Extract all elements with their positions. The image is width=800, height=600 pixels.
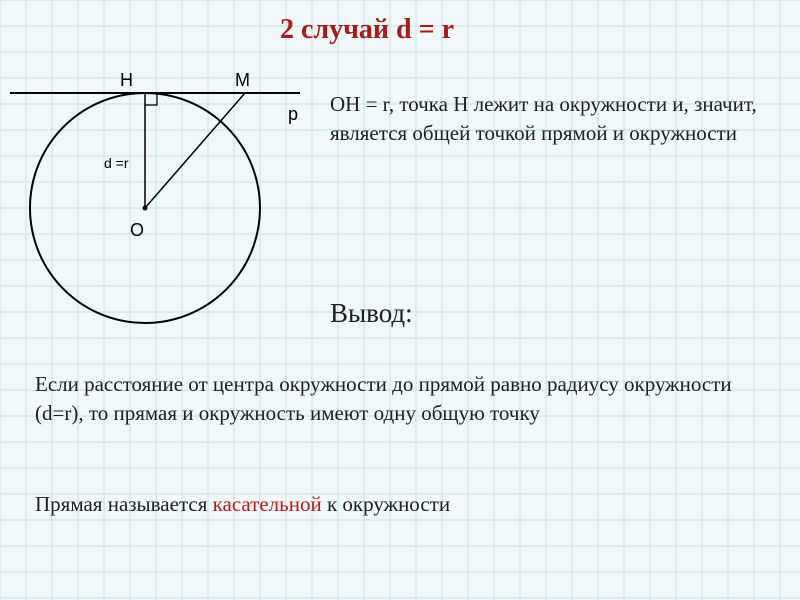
- para3-suffix: к окружности: [322, 492, 450, 516]
- para3-prefix: Прямая называется: [35, 492, 213, 516]
- slide-title: 2 случай d = r: [280, 14, 454, 46]
- paragraph-3: Прямая называется касательной к окружнос…: [35, 490, 755, 519]
- paragraph-1: OH = r, точка H лежит на окружности и, з…: [330, 90, 770, 149]
- slide-content: 2 случай d = r H Mp Od =r OH = r, точка H …: [0, 0, 800, 600]
- svg-text:p: p: [288, 104, 298, 124]
- svg-text:d =r: d =r: [104, 155, 129, 171]
- svg-text:O: O: [130, 220, 144, 240]
- paragraph-2: Если расстояние от центра окружности до …: [35, 370, 755, 429]
- para3-highlight: касательной: [213, 492, 322, 516]
- svg-text:M: M: [235, 70, 250, 90]
- conclusion-label: Вывод:: [330, 298, 413, 329]
- svg-text:H: H: [120, 70, 133, 90]
- tangent-diagram: H Mp Od =r: [10, 48, 310, 328]
